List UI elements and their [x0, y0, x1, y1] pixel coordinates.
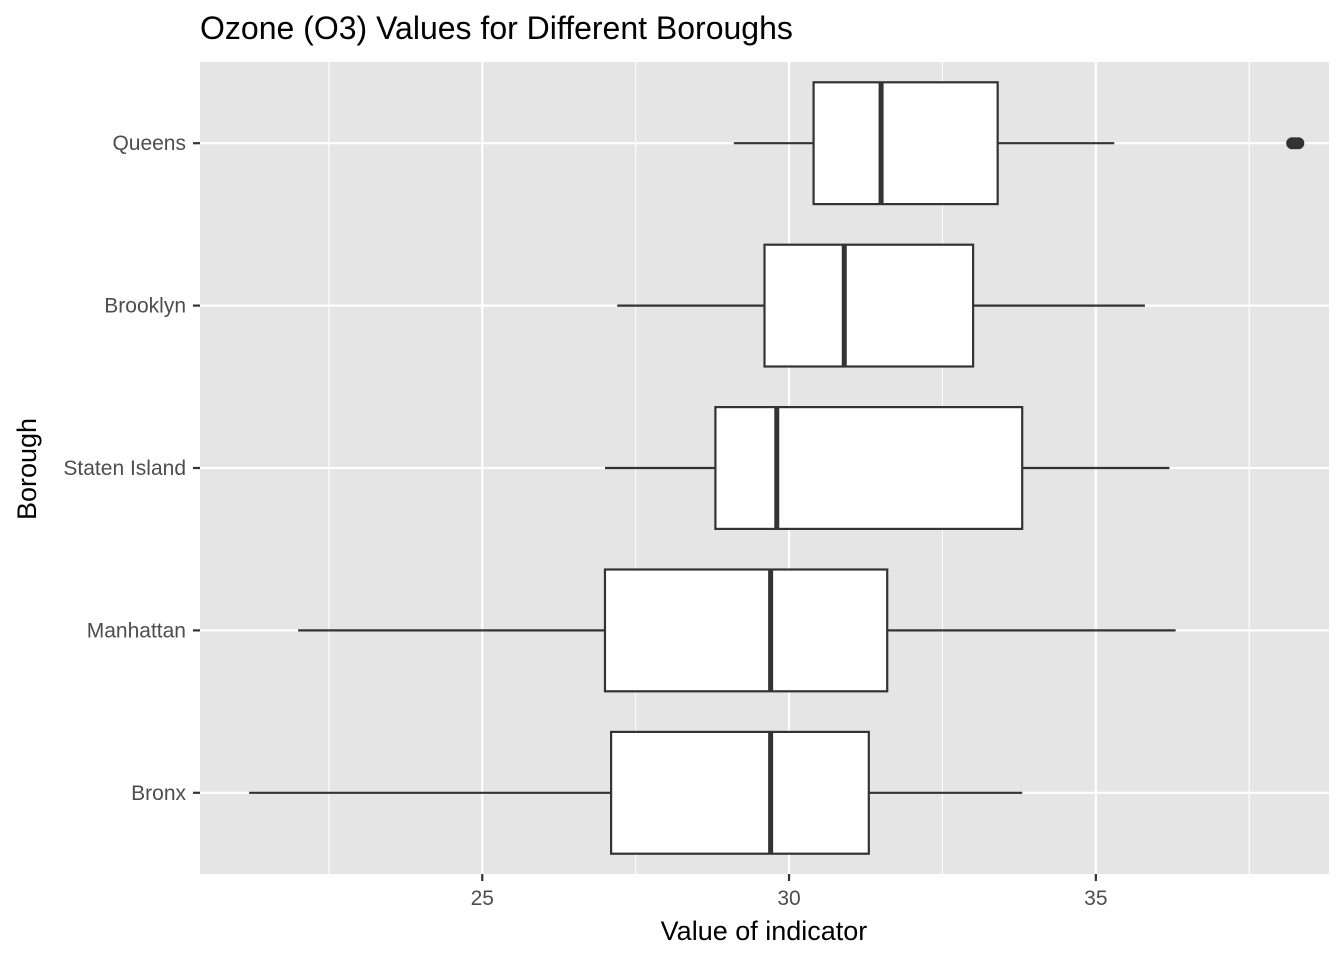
y-tick-label: Staten Island	[63, 457, 186, 480]
box-iqr	[714, 406, 1024, 531]
box-iqr	[763, 243, 975, 368]
y-tick-label: Brooklyn	[104, 295, 186, 318]
boxes	[249, 81, 1305, 855]
x-axis-title: Value of indicator	[661, 916, 868, 946]
box-manhattan	[298, 568, 1176, 693]
y-axis-title: Borough	[12, 418, 42, 520]
outlier-point	[1292, 137, 1305, 150]
axes: Bronx Manhattan Staten Island Brooklyn Queen…	[63, 132, 1107, 910]
box-bronx	[249, 730, 1023, 855]
y-tick-label: Queens	[112, 132, 186, 155]
chart-title: Ozone (O3) Values for Different Boroughs	[200, 10, 793, 46]
x-tick-label: 25	[471, 887, 494, 910]
x-tick-label: 30	[777, 887, 800, 910]
box-iqr	[812, 81, 999, 206]
box-queens	[733, 81, 1305, 206]
box-brooklyn	[617, 243, 1145, 368]
x-tick-label: 35	[1084, 887, 1107, 910]
y-tick-label: Bronx	[131, 782, 186, 805]
box-iqr	[603, 568, 889, 693]
box-staten-island	[604, 406, 1170, 531]
y-tick-label: Manhattan	[87, 619, 186, 642]
box-iqr	[610, 730, 870, 855]
